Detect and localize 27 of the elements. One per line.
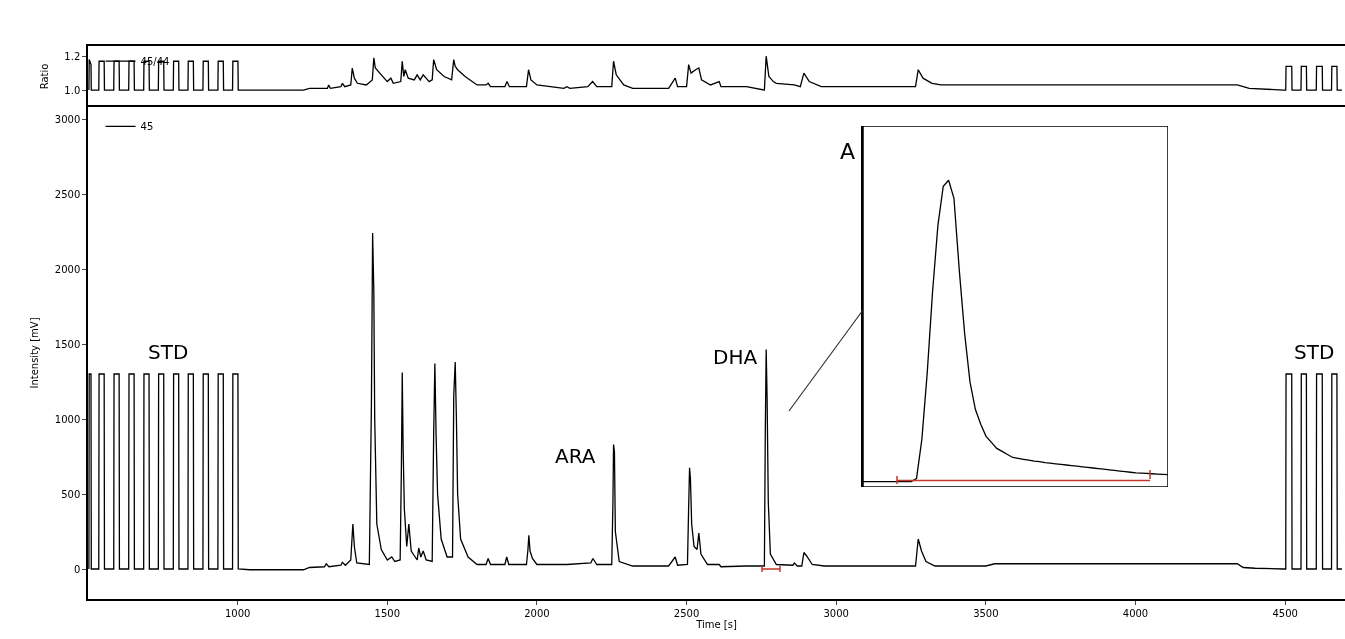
y-axis-title: Ratio bbox=[38, 63, 50, 90]
x-axis-title: Time [s] bbox=[695, 618, 737, 630]
x-tick-label: 3000 bbox=[823, 607, 849, 619]
y-tick-label: 1000 bbox=[54, 413, 81, 425]
legend-label: 45/44 bbox=[140, 56, 170, 68]
x-tick-label: 2000 bbox=[524, 607, 550, 619]
annotation: STD bbox=[1294, 340, 1335, 364]
annotation: A bbox=[840, 139, 856, 164]
legend-label: 45 bbox=[140, 121, 154, 133]
annotation: STD bbox=[148, 340, 189, 364]
y-tick-label: 2500 bbox=[54, 188, 81, 200]
y-axis-title: Intensity [mV] bbox=[29, 317, 41, 389]
x-tick-label: 1500 bbox=[374, 607, 401, 619]
y-tick-label: 3000 bbox=[54, 113, 81, 125]
annotation: ARA bbox=[555, 444, 596, 468]
y-tick-label: 1.2 bbox=[64, 50, 81, 62]
x-tick-label: 3500 bbox=[973, 607, 999, 619]
x-tick-label: 1000 bbox=[224, 607, 251, 619]
x-tick-label: 4000 bbox=[1122, 607, 1149, 619]
y-tick-label: 1.0 bbox=[64, 84, 81, 96]
y-tick-label: 0 bbox=[73, 563, 81, 575]
x-tick-label: 4500 bbox=[1272, 607, 1298, 619]
y-tick-label: 2000 bbox=[54, 263, 81, 275]
x-tick-label: 2500 bbox=[673, 607, 700, 619]
y-tick-label: 1500 bbox=[54, 338, 81, 350]
annotation: DHA bbox=[713, 345, 758, 369]
y-tick-label: 500 bbox=[61, 488, 81, 500]
